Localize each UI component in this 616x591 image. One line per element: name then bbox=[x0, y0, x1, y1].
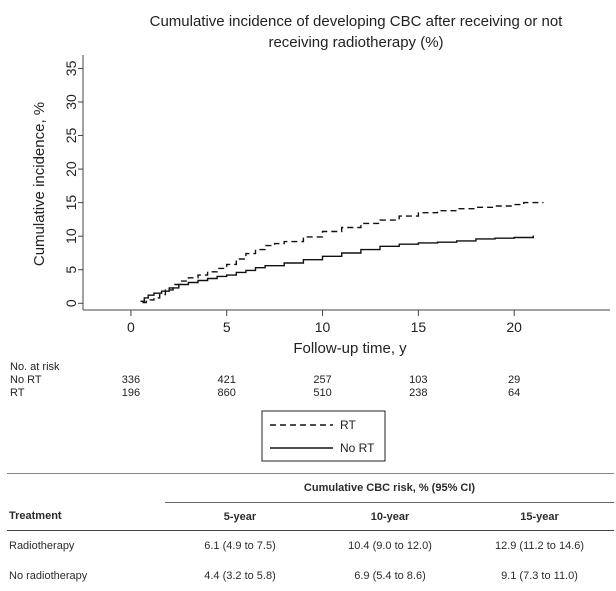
table-top-rule bbox=[7, 473, 614, 474]
at-risk-value: 29 bbox=[508, 374, 520, 386]
at-risk-title: No. at risk bbox=[10, 361, 60, 373]
table-col-10-year: 10-year bbox=[315, 502, 465, 531]
chart-title-line2: receiving radiotherapy (%) bbox=[268, 34, 443, 51]
table-cell-treatment: No radiotherapy bbox=[9, 570, 88, 582]
y-axis-label: Cumulative incidence, % bbox=[31, 102, 48, 266]
at-risk-value: 64 bbox=[508, 387, 520, 399]
y-tick-label: 15 bbox=[63, 195, 79, 211]
x-tick-label: 10 bbox=[315, 319, 331, 335]
at-risk-row-label-rt: RT bbox=[10, 387, 25, 399]
cbc-risk-table: Cumulative CBC risk, % (95% CI) Treatmen… bbox=[7, 474, 614, 591]
table-col-15-year: 15-year bbox=[465, 502, 614, 531]
at-risk-value: 238 bbox=[409, 387, 427, 399]
table-row: No radiotherapy 4.4 (3.2 to 5.8) 6.9 (5.… bbox=[7, 561, 614, 591]
series-line-rt bbox=[142, 201, 544, 304]
table-cell: 9.1 (7.3 to 11.0) bbox=[501, 570, 578, 582]
table-col-5-year: 5-year bbox=[165, 502, 315, 531]
chart-title-line1: Cumulative incidence of developing CBC a… bbox=[150, 13, 564, 30]
at-risk-value: 336 bbox=[122, 374, 140, 386]
legend-box bbox=[261, 410, 386, 462]
y-tick-label: 10 bbox=[63, 228, 79, 244]
series-line-no-rt bbox=[140, 235, 534, 302]
table-cell-treatment: Radiotherapy bbox=[9, 540, 75, 552]
legend-label-rt: RT bbox=[340, 418, 356, 432]
at-risk-value: 421 bbox=[218, 374, 236, 386]
x-axis-ticks: 0 5 10 15 20 bbox=[127, 310, 522, 335]
table-group-header-spacer bbox=[7, 474, 165, 503]
y-axis-ticks: 0 5 10 15 20 25 30 35 bbox=[63, 60, 83, 307]
y-tick-label: 20 bbox=[63, 161, 79, 177]
table-cell: 6.1 (4.9 to 7.5) bbox=[204, 540, 276, 552]
table-row: Radiotherapy 6.1 (4.9 to 7.5) 10.4 (9.0 … bbox=[7, 531, 614, 562]
x-tick-label: 5 bbox=[223, 319, 231, 335]
table-cell: 4.4 (3.2 to 5.8) bbox=[204, 570, 276, 582]
table-header-row: Treatment 5-year 10-year 15-year bbox=[7, 502, 614, 531]
y-tick-label: 35 bbox=[63, 60, 79, 76]
y-tick-label: 25 bbox=[63, 128, 79, 144]
y-tick-label: 5 bbox=[63, 266, 79, 274]
y-tick-label: 30 bbox=[63, 94, 79, 110]
x-tick-label: 20 bbox=[506, 319, 522, 335]
incidence-chart: Cumulative incidence of developing CBC a… bbox=[10, 13, 610, 462]
x-tick-label: 0 bbox=[127, 319, 135, 335]
at-risk-value: 103 bbox=[409, 374, 427, 386]
series-layer bbox=[140, 201, 544, 304]
table-cell: 12.9 (11.2 to 14.6) bbox=[494, 540, 585, 552]
table-cell: 6.9 (5.4 to 8.6) bbox=[354, 570, 426, 582]
table-cell: 10.4 (9.0 to 12.0) bbox=[348, 540, 432, 552]
x-tick-label: 15 bbox=[411, 319, 427, 335]
at-risk-value: 257 bbox=[313, 374, 331, 386]
y-tick-label: 0 bbox=[63, 299, 79, 307]
table-col-treatment: Treatment bbox=[7, 502, 165, 531]
at-risk-row-label-no-rt: No RT bbox=[10, 374, 42, 386]
legend-label-no-rt: No RT bbox=[340, 441, 375, 455]
at-risk-value: 196 bbox=[122, 387, 140, 399]
at-risk-value: 510 bbox=[313, 387, 331, 399]
at-risk-values: 336 421 257 103 29 196 860 510 238 64 bbox=[122, 374, 521, 399]
x-axis-label: Follow-up time, y bbox=[293, 340, 407, 357]
legend: RT No RT bbox=[261, 410, 386, 462]
table-group-header: Cumulative CBC risk, % (95% CI) bbox=[165, 474, 614, 503]
table-group-header-row: Cumulative CBC risk, % (95% CI) bbox=[7, 474, 614, 503]
at-risk-value: 860 bbox=[218, 387, 236, 399]
